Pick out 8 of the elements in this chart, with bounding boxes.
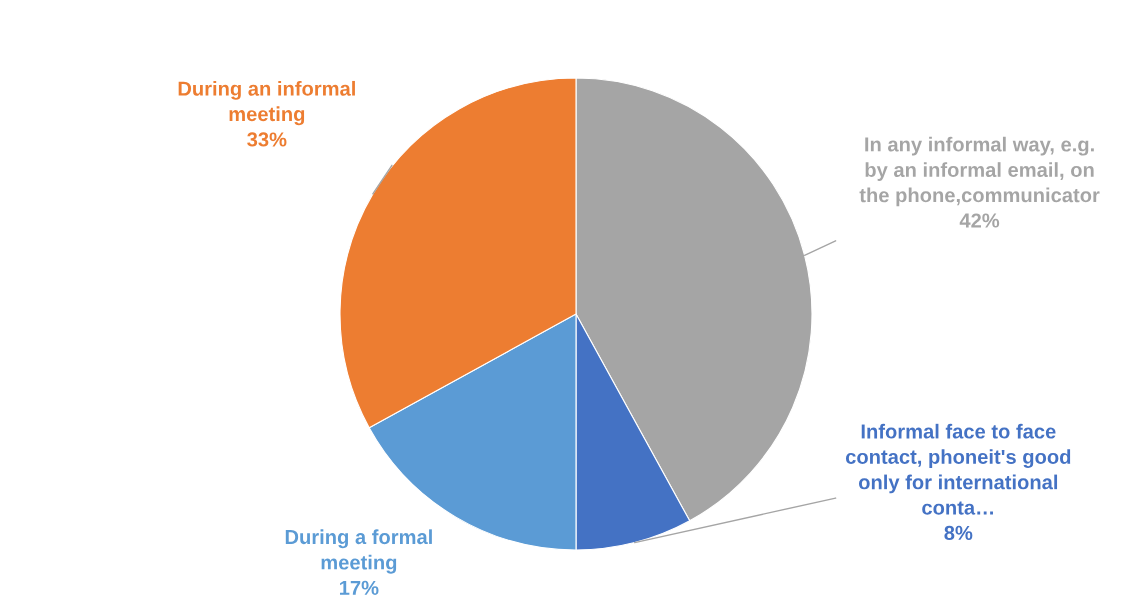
slice-label: During an informal meeting [178,80,355,126]
slice-label: Informal face to face contact, phoneit's good only for international conta… [845,423,1071,515]
data-label: 42% [959,213,1000,228]
data-label: 8% [944,525,973,541]
data-label: 17% [340,580,379,595]
data-label: 33% [247,132,287,147]
slice-label: During a formal meeting [285,529,432,574]
slice-label: In any informal way, e.g. by an informal email, on the phone,communicator [859,136,1100,207]
